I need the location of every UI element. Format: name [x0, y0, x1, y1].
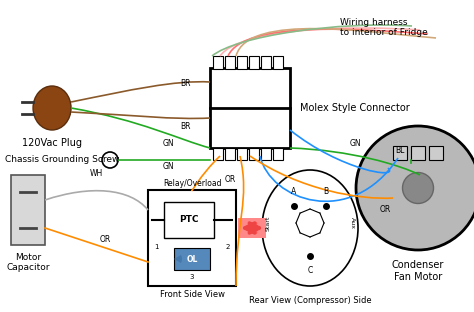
Circle shape: [356, 126, 474, 250]
Ellipse shape: [262, 170, 358, 286]
Text: Motor
Capacitor: Motor Capacitor: [6, 253, 50, 272]
Bar: [261, 148, 271, 160]
Bar: [237, 148, 247, 160]
Text: A: A: [292, 187, 297, 196]
Text: 120Vac Plug: 120Vac Plug: [22, 138, 82, 148]
Bar: [225, 148, 235, 160]
Text: Chassis Grounding Screw: Chassis Grounding Screw: [5, 155, 119, 164]
Bar: [411, 146, 425, 160]
Text: Rear View (Compressor) Side: Rear View (Compressor) Side: [249, 296, 371, 305]
Text: Condenser
Fan Motor: Condenser Fan Motor: [392, 260, 444, 282]
Bar: [210, 68, 290, 148]
Bar: [273, 148, 283, 160]
Bar: [249, 148, 259, 160]
Text: B: B: [323, 187, 328, 196]
Text: Wiring harness
to interior of Fridge: Wiring harness to interior of Fridge: [340, 18, 428, 37]
Bar: [393, 146, 407, 160]
Text: GN: GN: [162, 139, 174, 148]
Bar: [249, 56, 259, 69]
Text: Start: Start: [265, 215, 271, 231]
Text: BR: BR: [180, 122, 190, 131]
Bar: [174, 248, 210, 270]
Text: Aux: Aux: [349, 217, 355, 229]
Text: Front Side View: Front Side View: [160, 290, 225, 299]
Text: OL: OL: [186, 255, 198, 264]
Bar: [273, 56, 283, 69]
Bar: [238, 218, 266, 238]
Text: WH: WH: [90, 169, 103, 178]
Text: C: C: [308, 266, 313, 275]
Circle shape: [102, 152, 118, 168]
Text: PTC: PTC: [179, 216, 199, 225]
Text: OR: OR: [100, 236, 110, 245]
Bar: [213, 148, 223, 160]
Text: Relay/Overload: Relay/Overload: [163, 179, 221, 188]
Text: GN: GN: [349, 139, 361, 148]
Bar: [148, 190, 236, 286]
Bar: [164, 202, 214, 238]
Text: OR: OR: [224, 175, 236, 184]
Ellipse shape: [33, 86, 71, 130]
Bar: [429, 146, 443, 160]
Text: 1: 1: [154, 244, 158, 250]
Text: BR: BR: [180, 79, 190, 88]
Bar: [261, 56, 271, 69]
Circle shape: [402, 173, 434, 203]
Text: GN: GN: [162, 162, 174, 171]
Bar: [225, 56, 235, 69]
Text: BL: BL: [395, 146, 405, 155]
Bar: [11, 175, 45, 245]
Wedge shape: [174, 255, 182, 263]
Text: 3: 3: [190, 274, 194, 280]
Text: Molex Style Connector: Molex Style Connector: [300, 103, 410, 113]
Text: OR: OR: [379, 206, 391, 215]
Bar: [237, 56, 247, 69]
Text: 2: 2: [226, 244, 230, 250]
Bar: [213, 56, 223, 69]
